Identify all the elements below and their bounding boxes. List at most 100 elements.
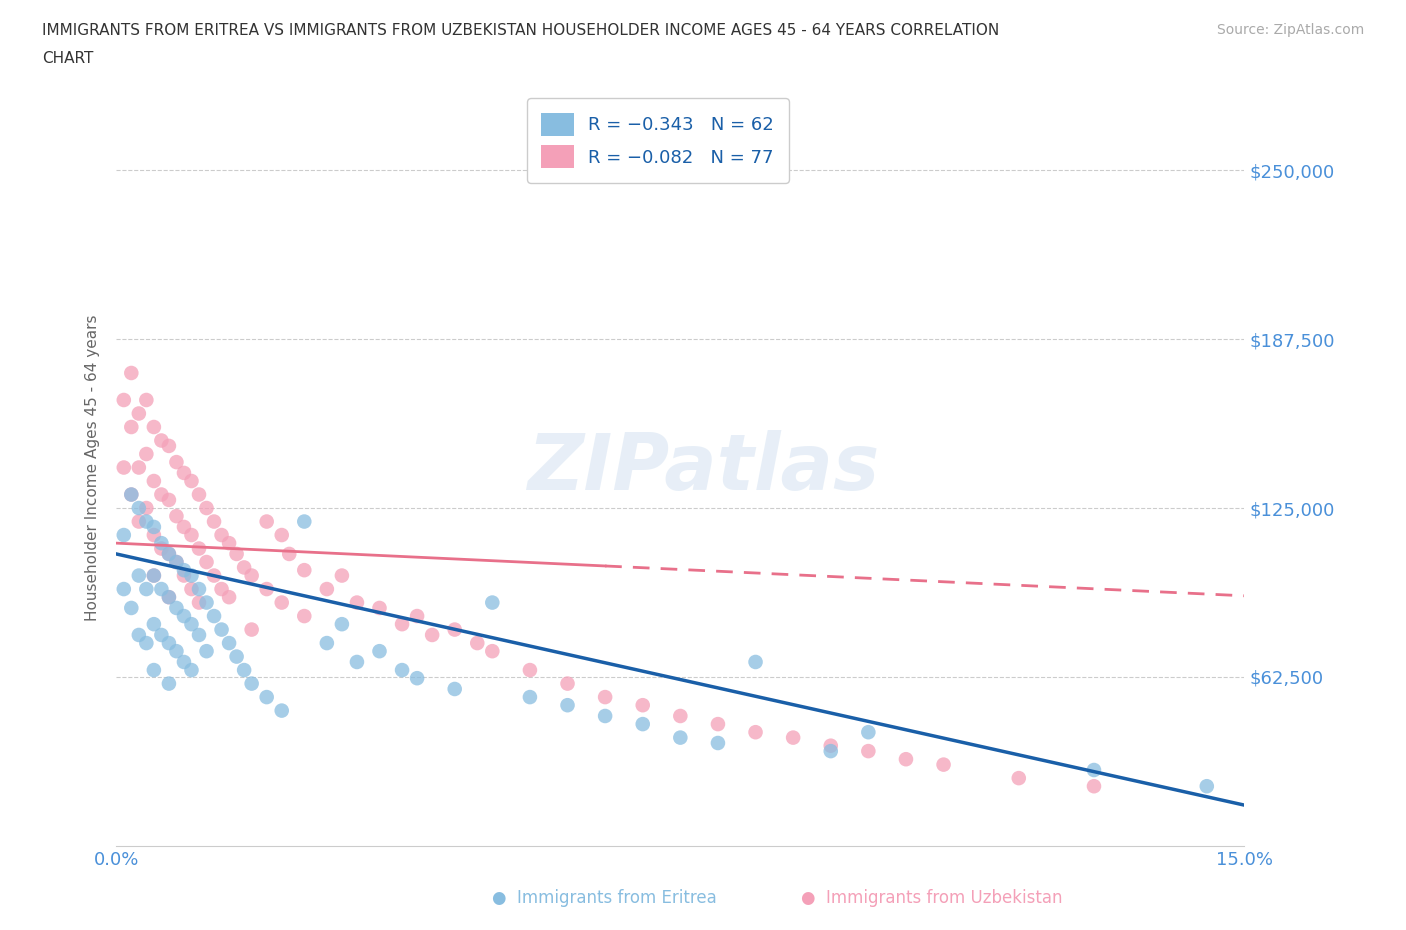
Point	[391, 663, 413, 678]
Point	[240, 622, 263, 637]
Point	[157, 438, 180, 453]
Point	[135, 392, 157, 407]
Point	[112, 392, 135, 407]
Point	[142, 520, 165, 535]
Point	[744, 724, 766, 739]
Point	[173, 520, 195, 535]
Point	[128, 460, 150, 475]
Point	[150, 487, 173, 502]
Point	[240, 568, 263, 583]
Point	[165, 455, 187, 470]
Point	[180, 617, 202, 631]
Point	[142, 663, 165, 678]
Point	[519, 690, 541, 705]
Point	[330, 617, 353, 631]
Point	[142, 473, 165, 488]
Point	[180, 581, 202, 596]
Point	[225, 649, 247, 664]
Text: IMMIGRANTS FROM ERITREA VS IMMIGRANTS FROM UZBEKISTAN HOUSEHOLDER INCOME AGES 45: IMMIGRANTS FROM ERITREA VS IMMIGRANTS FR…	[42, 23, 1000, 38]
Point	[211, 622, 233, 637]
Point	[195, 554, 218, 569]
Point	[519, 663, 541, 678]
Point	[128, 568, 150, 583]
Point	[165, 644, 187, 658]
Point	[330, 568, 353, 583]
Text: ZIPatlas: ZIPatlas	[527, 430, 879, 506]
Point	[142, 527, 165, 542]
Point	[292, 563, 315, 578]
Point	[150, 628, 173, 643]
Point	[1083, 778, 1105, 793]
Point	[135, 446, 157, 461]
Point	[165, 601, 187, 616]
Point	[218, 590, 240, 604]
Point	[406, 671, 429, 685]
Point	[894, 751, 917, 766]
Point	[202, 514, 225, 529]
Point	[443, 622, 465, 637]
Point	[188, 628, 211, 643]
Point	[157, 590, 180, 604]
Point	[120, 487, 142, 502]
Point	[218, 536, 240, 551]
Text: ●  Immigrants from Eritrea: ● Immigrants from Eritrea	[492, 889, 717, 907]
Point	[593, 709, 616, 724]
Point	[135, 514, 157, 529]
Point	[631, 717, 654, 732]
Point	[120, 419, 142, 434]
Point	[173, 466, 195, 481]
Point	[188, 595, 211, 610]
Point	[150, 581, 173, 596]
Point	[270, 527, 292, 542]
Point	[157, 635, 180, 650]
Point	[157, 547, 180, 562]
Point	[128, 514, 150, 529]
Point	[346, 595, 368, 610]
Point	[150, 433, 173, 448]
Point	[173, 655, 195, 670]
Point	[256, 690, 278, 705]
Point	[135, 500, 157, 515]
Point	[165, 554, 187, 569]
Point	[420, 628, 443, 643]
Text: Source: ZipAtlas.com: Source: ZipAtlas.com	[1216, 23, 1364, 37]
Point	[1083, 763, 1105, 777]
Point	[270, 595, 292, 610]
Point	[292, 608, 315, 623]
Point	[292, 514, 315, 529]
Point	[195, 595, 218, 610]
Point	[631, 698, 654, 712]
Point	[195, 644, 218, 658]
Point	[465, 635, 488, 650]
Point	[112, 581, 135, 596]
Point	[135, 581, 157, 596]
Point	[240, 676, 263, 691]
Point	[368, 644, 391, 658]
Point	[128, 628, 150, 643]
Point	[211, 581, 233, 596]
Point	[669, 709, 692, 724]
Point	[128, 406, 150, 421]
Point	[180, 527, 202, 542]
Point	[858, 744, 880, 759]
Point	[112, 527, 135, 542]
Y-axis label: Householder Income Ages 45 - 64 years: Householder Income Ages 45 - 64 years	[86, 314, 100, 620]
Point	[932, 757, 955, 772]
Legend: R = −0.343   N = 62, R = −0.082   N = 77: R = −0.343 N = 62, R = −0.082 N = 77	[527, 99, 789, 183]
Point	[202, 568, 225, 583]
Point	[256, 581, 278, 596]
Point	[557, 676, 579, 691]
Point	[211, 527, 233, 542]
Point	[150, 536, 173, 551]
Point	[481, 644, 503, 658]
Text: CHART: CHART	[42, 51, 94, 66]
Point	[782, 730, 804, 745]
Point	[135, 635, 157, 650]
Point	[173, 608, 195, 623]
Point	[218, 635, 240, 650]
Point	[202, 608, 225, 623]
Point	[188, 581, 211, 596]
Point	[150, 541, 173, 556]
Point	[225, 547, 247, 562]
Point	[157, 547, 180, 562]
